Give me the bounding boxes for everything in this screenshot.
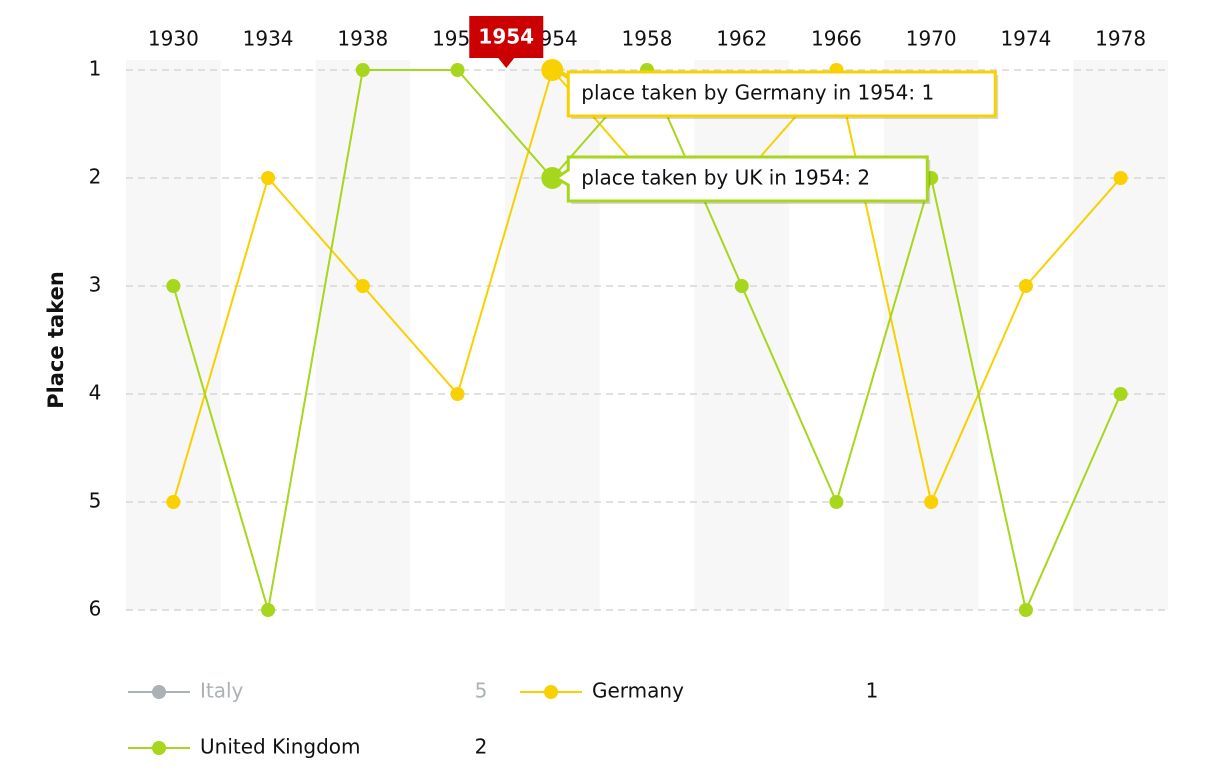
legend-marker [544, 685, 558, 699]
legend-marker [152, 741, 166, 755]
data-point [1018, 279, 1033, 293]
tooltip-box [555, 68, 997, 118]
x-tick-label: 1958 [622, 27, 673, 51]
x-tick-label: 1930 [148, 27, 199, 51]
data-point [734, 279, 749, 293]
x-tick-label: 1970 [906, 27, 957, 51]
data-point [355, 279, 370, 293]
legend-value: 5 [475, 679, 488, 703]
x-tick-label: 1938 [337, 27, 388, 51]
data-point [166, 279, 181, 293]
data-point [166, 495, 181, 509]
column-band [315, 60, 411, 610]
legend-value: 2 [475, 735, 488, 759]
tooltip-text: place taken by UK in 1954: 2 [581, 166, 870, 190]
data-point [541, 59, 564, 81]
legend-value: 1 [866, 679, 879, 703]
y-tick-label: 3 [89, 273, 102, 297]
y-axis-title: Place taken [44, 271, 68, 409]
y-tick-label: 2 [89, 165, 102, 189]
column-band [504, 60, 600, 610]
column-band [694, 60, 790, 610]
legend-label: United Kingdom [200, 735, 361, 759]
data-point [261, 171, 276, 185]
column-band [1073, 60, 1168, 610]
x-tick-label: 1962 [716, 27, 767, 51]
cursor-label: 1954 [478, 25, 534, 49]
data-point [924, 495, 939, 509]
y-tick-label: 4 [89, 381, 102, 405]
legend-label: Italy [200, 679, 244, 703]
x-tick-label: 1974 [1000, 27, 1051, 51]
y-tick-label: 1 [89, 57, 102, 81]
legend-marker [152, 685, 166, 699]
data-point [261, 603, 276, 617]
data-point [450, 387, 465, 401]
data-point [450, 63, 465, 77]
data-point [829, 495, 844, 509]
y-tick-label: 6 [89, 597, 102, 621]
data-point [1113, 171, 1128, 185]
data-point [541, 167, 564, 189]
legend-label: Germany [592, 679, 684, 703]
x-tick-label: 1966 [811, 27, 862, 51]
data-point [1018, 603, 1033, 617]
column-band [126, 60, 221, 610]
x-tick-label: 1978 [1095, 27, 1146, 51]
x-tick-label: 1934 [243, 27, 294, 51]
data-point [1113, 387, 1128, 401]
y-tick-label: 5 [89, 489, 102, 513]
data-point [355, 63, 370, 77]
tooltip-box [553, 155, 929, 203]
column-band [883, 60, 979, 610]
tooltip-text: place taken by Germany in 1954: 1 [581, 81, 934, 105]
cursor-badge [469, 16, 544, 68]
